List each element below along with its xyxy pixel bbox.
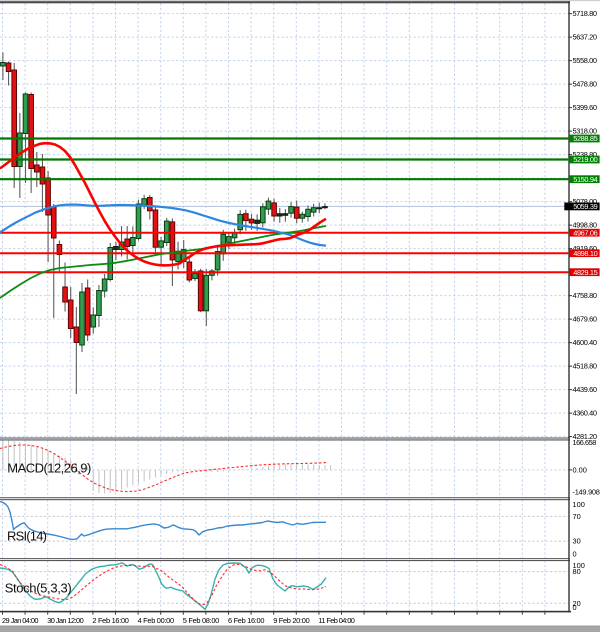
svg-text:4967.06: 4967.06: [573, 228, 598, 237]
svg-text:4360.40: 4360.40: [573, 409, 598, 418]
svg-text:4518.80: 4518.80: [573, 362, 598, 371]
svg-text:80: 80: [573, 567, 581, 576]
svg-text:RSI(14): RSI(14): [7, 529, 47, 544]
svg-text:Stoch(5,3,3): Stoch(5,3,3): [5, 581, 72, 596]
svg-text:6 Feb 16:00: 6 Feb 16:00: [228, 616, 265, 625]
svg-text:5288.85: 5288.85: [573, 134, 598, 143]
svg-text:5078.00: 5078.00: [573, 197, 598, 206]
svg-text:4 Feb 00:00: 4 Feb 00:00: [138, 616, 175, 625]
svg-text:MACD(12,26,9): MACD(12,26,9): [7, 461, 91, 476]
svg-text:5318.00: 5318.00: [573, 127, 598, 136]
svg-text:5399.60: 5399.60: [573, 103, 598, 112]
svg-text:100: 100: [573, 500, 585, 509]
svg-text:9 Feb 20:00: 9 Feb 20:00: [273, 616, 310, 625]
svg-text:20: 20: [573, 599, 581, 608]
svg-text:70: 70: [573, 512, 581, 521]
svg-text:100: 100: [573, 561, 585, 570]
svg-text:5059.39: 5059.39: [573, 202, 598, 211]
svg-text:30: 30: [573, 537, 581, 546]
svg-text:0: 0: [573, 603, 577, 612]
svg-text:5 Feb 08:00: 5 Feb 08:00: [183, 616, 220, 625]
svg-text:11 Feb 04:00: 11 Feb 04:00: [318, 616, 355, 625]
svg-text:4829.15: 4829.15: [573, 268, 598, 277]
svg-text:2 Feb 16:00: 2 Feb 16:00: [92, 616, 128, 625]
svg-text:4679.60: 4679.60: [573, 315, 598, 324]
svg-text:29 Jan 04:00: 29 Jan 04:00: [2, 616, 39, 625]
svg-text:0.00: 0.00: [573, 466, 587, 475]
svg-text:4919.60: 4919.60: [573, 244, 598, 253]
svg-text:30 Jan 12:00: 30 Jan 12:00: [47, 616, 83, 625]
svg-text:0: 0: [573, 549, 577, 558]
svg-text:5637.20: 5637.20: [573, 33, 598, 42]
svg-text:-149.908: -149.908: [573, 488, 600, 497]
svg-text:4898.10: 4898.10: [573, 249, 598, 258]
svg-text:5718.80: 5718.80: [573, 9, 598, 18]
svg-text:5219.00: 5219.00: [573, 155, 598, 164]
svg-text:5238.80: 5238.80: [573, 150, 598, 159]
svg-text:4439.60: 4439.60: [573, 385, 598, 394]
svg-text:4758.80: 4758.80: [573, 291, 598, 300]
svg-text:4998.80: 4998.80: [573, 221, 598, 230]
svg-text:5478.80: 5478.80: [573, 80, 598, 89]
svg-text:5150.94: 5150.94: [573, 175, 598, 184]
svg-text:166.658: 166.658: [573, 438, 597, 447]
svg-text:4281.20: 4281.20: [573, 432, 598, 441]
svg-text:4600.40: 4600.40: [573, 338, 598, 347]
svg-text:5558.00: 5558.00: [573, 56, 598, 65]
